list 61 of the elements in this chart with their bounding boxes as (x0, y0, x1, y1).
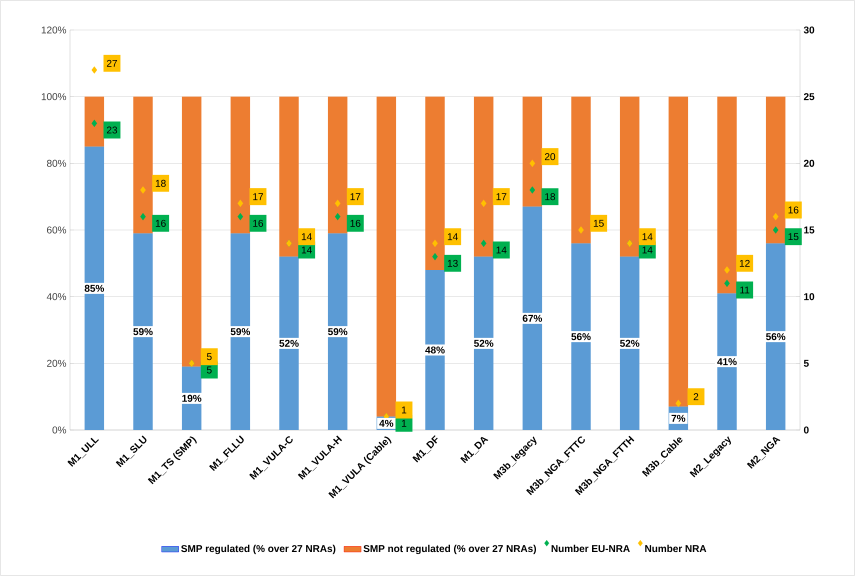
y2-tick-label: 20 (804, 160, 814, 167)
data-label: 14 (642, 233, 653, 240)
data-label: 67% (522, 314, 542, 322)
data-label: 85% (84, 284, 104, 292)
data-label: 11 (740, 286, 750, 294)
data-label: 19% (182, 394, 202, 402)
data-label: 27 (106, 60, 118, 67)
y2-tick-label: 25 (804, 93, 814, 100)
data-label: 41% (717, 358, 737, 366)
data-label: 14 (448, 233, 458, 240)
y-tick-label: 100% (42, 93, 66, 100)
data-label: 4% (379, 420, 394, 427)
data-label: 59% (328, 328, 348, 336)
data-label: 17 (350, 193, 360, 200)
data-label: 12 (740, 260, 750, 267)
data-label: 18 (545, 193, 556, 200)
data-label: 59% (133, 328, 153, 336)
legend-label: Number NRA (645, 544, 706, 552)
y-tick-label: 20% (47, 360, 66, 367)
data-label: 16 (788, 206, 798, 214)
data-label: 48% (425, 346, 445, 354)
y-tick-label: 120% (42, 26, 66, 34)
data-label: 15 (594, 220, 604, 227)
data-label: 56% (766, 333, 786, 340)
data-label: 14 (302, 233, 312, 240)
data-label: 52% (474, 340, 494, 347)
data-label: 16 (156, 220, 166, 227)
data-label: 23 (106, 126, 118, 134)
legend-label: Number EU-NRA (552, 544, 630, 552)
legend-label: SMP regulated (% over 27 NRAs) (181, 544, 336, 554)
y2-tick-label: 30 (804, 26, 814, 34)
data-label: 14 (642, 246, 653, 254)
data-label: 52% (620, 340, 640, 347)
y-tick-label: 40% (46, 293, 66, 300)
data-label: 14 (496, 246, 507, 254)
data-label: 1 (402, 406, 406, 414)
y2-tick-label: 5 (804, 360, 809, 367)
y-tick-label: 60% (47, 226, 66, 234)
y-tick-label: 80% (46, 160, 66, 167)
data-label: 59% (230, 328, 250, 336)
y2-tick-label: 15 (804, 226, 814, 234)
data-label: 15 (788, 233, 798, 240)
y-tick-label: 0% (52, 426, 66, 434)
data-label: 56% (571, 333, 591, 340)
data-label: 16 (350, 220, 360, 227)
data-label: 17 (253, 193, 264, 200)
data-label: 2 (694, 393, 698, 400)
data-label: 16 (253, 220, 264, 227)
data-label: 14 (302, 246, 312, 254)
data-label: 1 (402, 420, 406, 427)
legend-label: SMP not regulated (% over 27 NRAs) (364, 544, 536, 554)
data-label: 5 (206, 353, 212, 360)
data-label: 18 (156, 180, 166, 187)
data-label: 17 (496, 193, 506, 200)
data-label: 13 (448, 260, 458, 267)
data-label: 5 (206, 366, 212, 374)
data-label: 52% (279, 340, 299, 347)
y2-tick-label: 0 (804, 426, 809, 434)
data-label: 7% (672, 414, 686, 422)
data-label: 20 (544, 153, 556, 160)
y2-tick-label: 10 (804, 293, 814, 300)
